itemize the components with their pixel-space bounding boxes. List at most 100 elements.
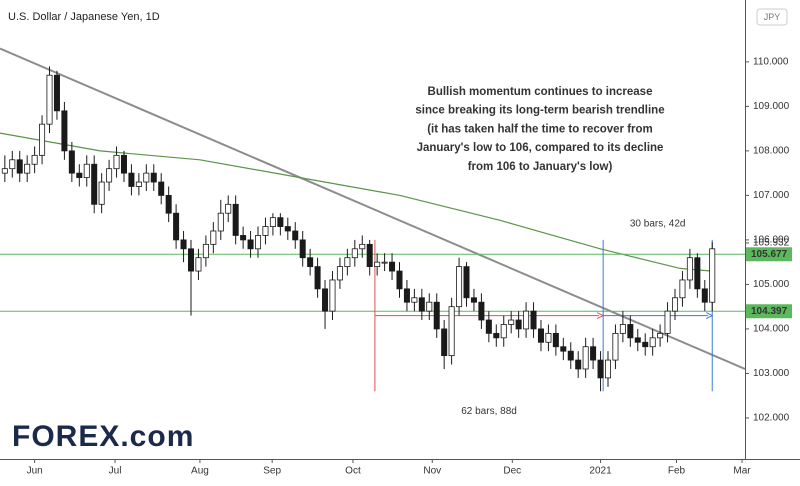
candle-body — [24, 163, 31, 174]
candle-body — [508, 319, 515, 325]
candle-body — [433, 301, 440, 330]
candle-body — [314, 266, 321, 290]
candle-body — [694, 257, 701, 290]
y-tick-label: 107.000 — [753, 190, 790, 201]
candle-body — [590, 346, 597, 361]
level-label: 104.397 — [751, 306, 788, 317]
candle-body — [210, 230, 217, 245]
candle-body — [98, 181, 105, 205]
x-tick-label: Nov — [423, 466, 441, 477]
measure-label: 62 bars, 88d — [461, 406, 517, 417]
candle-body — [269, 217, 276, 227]
annotation-line: from 106 to January's low) — [468, 161, 613, 173]
annotation-line: Bullish momentum continues to increase — [428, 86, 653, 98]
candle-body — [418, 297, 425, 312]
y-tick-label: 108.000 — [753, 146, 790, 157]
y-tick-label: 105.000 — [753, 279, 790, 290]
candle-body — [701, 288, 708, 303]
candle-body — [351, 248, 358, 259]
candle-body — [173, 212, 180, 241]
candle-body — [292, 230, 299, 241]
candle-body — [46, 74, 53, 125]
candle-body — [135, 181, 142, 187]
candle-body — [232, 203, 239, 236]
candle-body — [113, 154, 120, 170]
candle-body — [68, 150, 75, 174]
candle-body — [448, 306, 455, 357]
candle-body — [225, 203, 232, 214]
x-tick-label: Jul — [109, 466, 122, 477]
x-tick-label: Aug — [191, 466, 209, 477]
candle-body — [202, 243, 209, 259]
candle-body — [217, 212, 224, 232]
candle-body — [396, 270, 403, 290]
candle-body — [91, 163, 98, 205]
candle-body — [612, 332, 619, 361]
x-tick-label: Sep — [263, 466, 281, 477]
candle-body — [61, 110, 68, 152]
candle-body — [441, 328, 448, 357]
candle-body — [470, 297, 477, 303]
x-tick-label: Mar — [733, 466, 751, 477]
candle-body — [560, 346, 567, 352]
candle-body — [657, 332, 664, 339]
logo: FOREX.com — [12, 420, 194, 453]
candle-body — [277, 217, 284, 227]
candle-body — [336, 266, 343, 281]
candle-body — [709, 248, 716, 303]
candle-body — [307, 257, 314, 268]
candle-body — [329, 279, 336, 312]
candle-body — [627, 324, 634, 339]
x-tick-label: 2021 — [589, 466, 612, 477]
candle-body — [545, 332, 552, 343]
candle-body — [53, 74, 60, 112]
candle-body — [150, 172, 157, 183]
candle-body — [158, 181, 165, 196]
currency-label[interactable]: JPY — [764, 12, 781, 22]
candle-body — [478, 301, 485, 321]
candle-body — [456, 266, 463, 308]
currency-button[interactable] — [756, 8, 788, 26]
x-tick-label: Oct — [345, 466, 361, 477]
y-tick-label: 102.000 — [753, 413, 790, 424]
candle-body — [619, 324, 626, 334]
candle-body — [76, 172, 83, 178]
y-tick-label: 104.000 — [753, 324, 790, 335]
level-label-box — [746, 247, 792, 262]
candle-body — [552, 332, 559, 348]
candle-body — [604, 359, 611, 379]
candle-body — [262, 226, 269, 236]
candle-body — [9, 159, 16, 170]
candle-body — [106, 168, 113, 183]
candle-body — [31, 154, 38, 165]
candle-body — [671, 297, 679, 312]
candle-body — [187, 248, 195, 272]
x-tick-label: Dec — [503, 466, 521, 477]
candle-body — [575, 359, 582, 370]
annotation-line: (it has taken half the time to recover f… — [427, 123, 653, 135]
candle-body — [582, 346, 589, 370]
candle-body — [523, 310, 530, 330]
candle-body — [664, 310, 671, 334]
candle-body — [240, 235, 247, 241]
candle-body — [485, 319, 492, 334]
candle-body — [366, 243, 373, 268]
candle-body — [359, 243, 366, 250]
annotation-line: since breaking its long-term bearish tre… — [415, 105, 664, 117]
candle-body — [463, 266, 470, 299]
candle-body — [1, 168, 8, 174]
candle-body — [567, 350, 574, 361]
candle-body — [322, 288, 329, 312]
candle-body — [374, 261, 381, 268]
candle-body — [143, 172, 150, 183]
candle-body — [686, 257, 693, 281]
x-tick-label: Jun — [27, 466, 43, 477]
candle-body — [493, 332, 500, 339]
candle-body — [597, 359, 604, 379]
moving-average — [0, 132, 713, 272]
chart-title: U.S. Dollar / Japanese Yen, 1D — [8, 11, 160, 23]
candle-body — [389, 261, 396, 272]
